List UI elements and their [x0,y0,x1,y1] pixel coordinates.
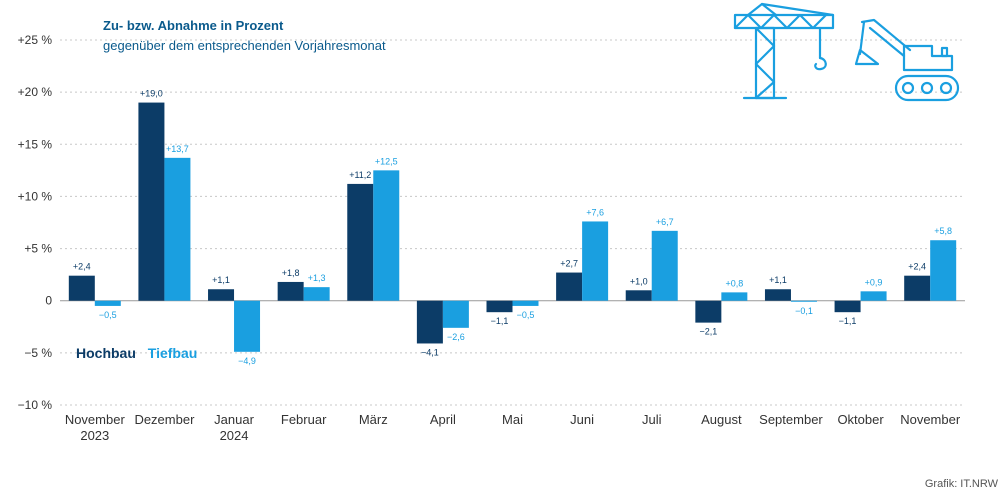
data-label-tiefbau: +5,8 [934,226,952,236]
bar-tiefbau [303,287,330,301]
bar-hochbau [208,289,235,301]
data-label-hochbau: +1,0 [630,276,648,286]
bar-tiefbau [721,292,748,301]
data-label-hochbau: +1,8 [282,268,300,278]
data-label-tiefbau: +7,6 [586,207,604,217]
bar-hochbau [834,300,861,313]
chart-subtitle: gegenüber dem entsprechenden Vorjahresmo… [103,38,386,53]
bar-hochbau [486,300,513,313]
x-tick-label: Juni [570,412,594,427]
data-label-hochbau: +2,7 [560,259,578,269]
bar-tiefbau [94,300,121,306]
x-tick-label: August [701,412,742,427]
data-label-tiefbau: +12,5 [375,156,398,166]
data-label-hochbau: +1,1 [769,275,787,285]
excavator-icon [854,18,960,102]
data-label-hochbau: +2,4 [73,262,91,272]
bar-tiefbau [651,230,678,301]
data-label-tiefbau: +0,8 [725,278,743,288]
data-label-tiefbau: +6,7 [656,217,674,227]
x-tick-label: September [759,412,823,427]
data-label-hochbau: +19,0 [140,89,163,99]
bar-tiefbau [373,170,400,301]
x-tick-label: Februar [281,412,327,427]
x-tick-label: Januar [214,412,254,427]
data-label-tiefbau: +0,9 [865,277,883,287]
bar-tiefbau [930,240,957,301]
bar-hochbau [556,272,583,301]
x-tick-label: 2024 [220,428,249,443]
data-label-hochbau: −1,1 [839,316,857,326]
data-label-tiefbau: +1,3 [308,273,326,283]
y-tick-label: −10 % [18,398,53,412]
data-label-hochbau: +11,2 [349,170,371,180]
chart-title: Zu- bzw. Abnahme in Prozent [103,18,284,33]
crane-icon [733,2,835,100]
data-label-hochbau: −2,1 [699,327,717,337]
data-label-tiefbau: −0,5 [99,310,117,320]
source-credit: Grafik: IT.NRW [924,478,998,490]
data-label-tiefbau: −2,6 [447,332,465,342]
data-label-tiefbau: −0,1 [795,306,813,316]
y-tick-label: +15 % [18,137,53,151]
bar-hochbau [68,275,95,301]
bar-hochbau [347,183,374,301]
bar-tiefbau [442,300,469,328]
bar-hochbau [695,300,722,323]
data-label-hochbau: +1,1 [212,275,230,285]
bar-tiefbau [234,300,261,352]
y-tick-label: +25 % [18,33,53,47]
y-tick-label: 0 [45,294,52,308]
x-tick-label: 2023 [80,428,109,443]
bar-hochbau [416,300,443,344]
bar-hochbau [904,275,931,301]
legend: Hochbau Tiefbau [76,345,197,361]
data-label-hochbau: −1,1 [491,316,509,326]
bar-tiefbau [860,291,887,301]
bar-hochbau [625,290,652,301]
data-label-tiefbau: −0,5 [517,310,535,320]
y-tick-label: −5 % [24,346,52,360]
bar-tiefbau [512,300,539,306]
x-tick-label: Juli [642,412,662,427]
bar-hochbau [138,102,165,301]
data-label-tiefbau: +13,7 [166,144,189,154]
x-tick-label: November [65,412,126,427]
bar-tiefbau [582,221,609,301]
y-tick-label: +5 % [24,242,52,256]
x-tick-label: Dezember [134,412,195,427]
bar-tiefbau [790,300,817,302]
legend-tiefbau: Tiefbau [147,345,198,361]
data-label-hochbau: +2,4 [908,262,926,272]
y-tick-label: +10 % [18,189,53,203]
bar-hochbau [277,281,304,301]
x-tick-label: April [430,412,456,427]
x-tick-label: Oktober [837,412,884,427]
data-label-tiefbau: −4,9 [238,356,256,366]
x-tick-label: Mai [502,412,523,427]
data-label-hochbau: −4,1 [421,347,439,357]
x-tick-label: November [900,412,961,427]
legend-hochbau: Hochbau [76,345,136,361]
bar-tiefbau [164,157,191,301]
bar-hochbau [764,289,791,301]
y-tick-label: +20 % [18,85,53,99]
x-tick-label: März [359,412,388,427]
